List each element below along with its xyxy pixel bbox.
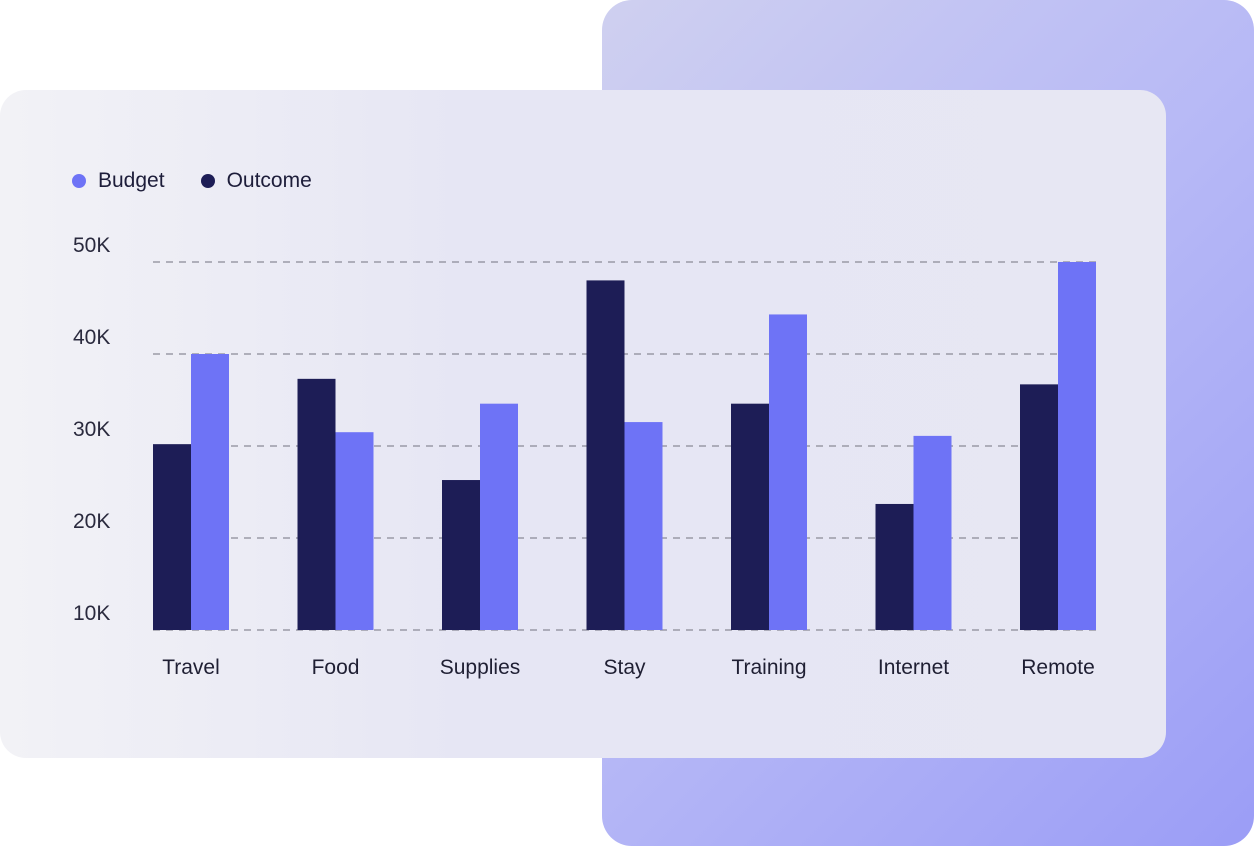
y-tick-label: 40K [73,326,110,349]
bar-outcome-remote [1020,384,1058,630]
legend-item-outcome: Outcome [200,169,312,193]
bars [153,262,1096,630]
x-tick-label: Remote [1021,656,1095,679]
bar-budget-training [769,314,807,630]
bar-outcome-food [297,378,336,630]
bar-outcome-internet [875,503,914,630]
x-tick-label: Travel [162,656,220,679]
bar-budget-internet [913,435,952,630]
bar-outcome-travel [153,444,191,630]
bar-budget-supplies [480,403,518,630]
legend: Budget Outcome [72,168,348,194]
y-tick-label: 20K [73,510,110,533]
bar-outcome-training [731,403,769,630]
legend-dot-outcome [200,174,215,188]
legend-label-budget: Budget [98,169,165,192]
x-tick-label: Food [312,656,360,679]
y-axis-ticks: 10K 20K 30K 40K 50K [73,234,110,625]
x-tick-label: Stay [603,656,646,679]
bar-budget-remote [1058,262,1096,630]
legend-dot-budget [72,174,86,188]
x-tick-label: Supplies [440,656,521,679]
y-tick-label: 10K [73,602,110,625]
x-tick-label: Internet [878,656,949,679]
x-tick-label: Training [731,656,806,679]
bar-budget-stay [624,422,663,630]
y-tick-label: 50K [73,234,110,257]
y-tick-label: 30K [73,418,110,441]
bar-outcome-supplies [442,480,480,630]
legend-label-outcome: Outcome [226,169,312,192]
bar-budget-food [335,432,374,630]
x-axis-ticks: Travel Food Supplies Stay Training Internet Re… [162,656,1095,679]
bar-outcome-stay [586,280,625,630]
legend-item-budget: Budget [72,169,165,193]
bar-budget-travel [191,354,229,630]
